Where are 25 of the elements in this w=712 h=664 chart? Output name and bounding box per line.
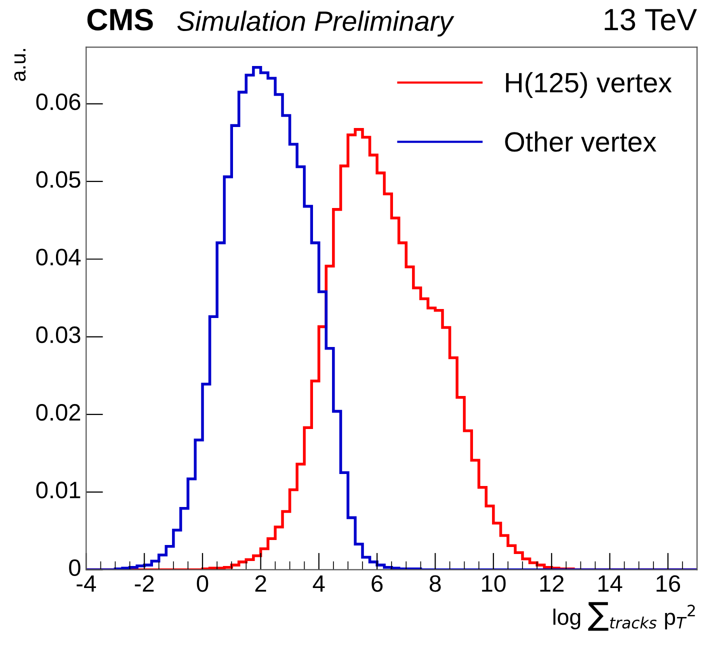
- x-tick-label: 14: [598, 575, 622, 592]
- x-tick-label: 0: [196, 575, 208, 592]
- x-tick-label: 6: [372, 575, 383, 592]
- y-tick-label: 0: [69, 559, 80, 576]
- x-tick-label: -4: [76, 575, 96, 592]
- y-tick-label: 0.04: [36, 248, 81, 266]
- x-tick-label: 16: [656, 575, 680, 592]
- x-tick-label: 10: [482, 575, 506, 592]
- text: 13 TeV: [604, 8, 697, 30]
- legend-label: H(125) vertex: [506, 72, 672, 98]
- y-axis-title: a.u.: [14, 49, 26, 82]
- chart-subtitle: Simulation Preliminary: [177, 10, 454, 37]
- x-tick-label: 12: [540, 575, 564, 592]
- chart-title: CMS: [87, 8, 153, 30]
- x-tick-label: -2: [134, 575, 154, 592]
- y-tick-label: 0.03: [36, 326, 80, 344]
- y-tick-label: 0.06: [36, 93, 80, 110]
- x-axis-title: log ∑$_{tracks}$ p$_{T}$$^{2}$: [553, 602, 695, 631]
- y-tick-label: 0.01: [36, 482, 80, 498]
- x-tick-label: 4: [312, 575, 325, 592]
- y-tick-label: 0.02: [36, 404, 80, 421]
- x-tick-label: 2: [255, 575, 266, 592]
- legend-label: Other vertex: [505, 131, 656, 152]
- y-tick-label: 0.05: [36, 171, 80, 188]
- x-tick-label: 8: [430, 575, 441, 592]
